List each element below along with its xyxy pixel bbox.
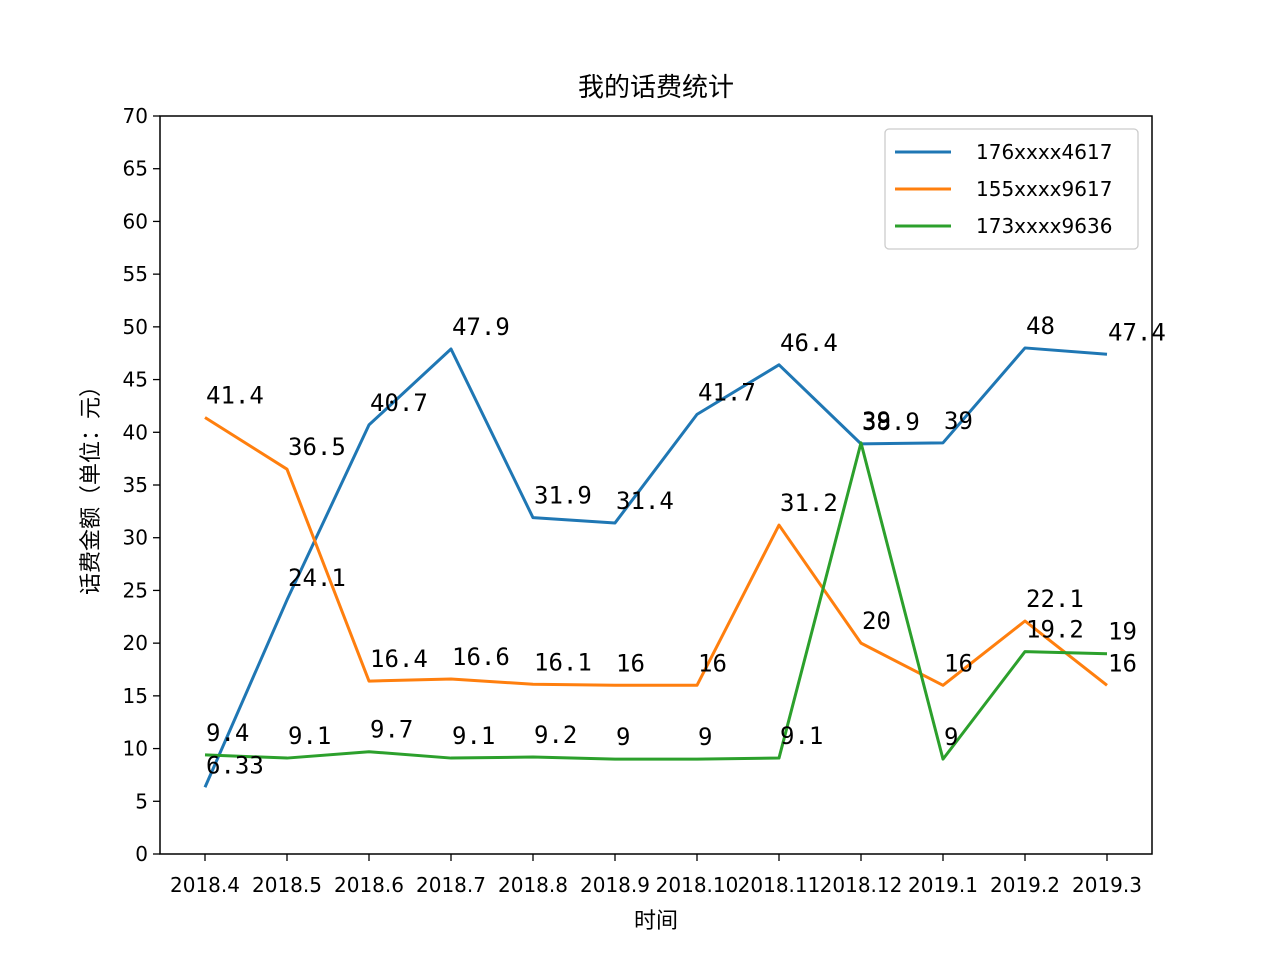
data-label: 36.5 (288, 433, 346, 461)
data-label: 47.9 (452, 313, 510, 341)
series-line-173xxxx9636 (204, 441, 1108, 761)
y-tick-label: 55 (123, 262, 148, 286)
data-label: 19 (1108, 618, 1137, 646)
data-label: 47.4 (1108, 318, 1166, 346)
y-tick-label: 5 (135, 789, 148, 813)
data-label: 16.6 (452, 643, 510, 671)
data-label: 41.4 (206, 382, 264, 410)
data-label: 16 (944, 649, 973, 677)
y-tick-label: 70 (123, 104, 148, 128)
data-label: 6.33 (206, 751, 264, 779)
data-label: 24.1 (288, 564, 346, 592)
chart-title: 我的话费统计 (578, 73, 734, 103)
data-label: 48 (1026, 312, 1055, 340)
y-tick-label: 65 (123, 157, 148, 181)
data-label: 16 (698, 649, 727, 677)
x-tick-label: 2018.5 (252, 873, 322, 897)
data-label: 31.9 (534, 482, 592, 510)
data-label: 16.1 (534, 648, 592, 676)
data-label: 22.1 (1026, 585, 1084, 613)
x-tick-label: 2018.7 (416, 873, 486, 897)
y-tick-label: 30 (123, 526, 148, 550)
x-tick-label: 2019.3 (1072, 873, 1142, 897)
data-label: 9.2 (534, 721, 577, 749)
x-tick-label: 2018.8 (498, 873, 568, 897)
x-tick-label: 2018.6 (334, 873, 404, 897)
legend-label: 176xxxx4617 (976, 140, 1112, 164)
plot-area: 0 5 10 15 20 25 30 35 40 45 50 55 60 65 70 2018.4 2018.5… (123, 104, 1166, 897)
y-tick-label: 20 (123, 631, 148, 655)
data-label: 9.1 (452, 722, 495, 750)
data-label: 9.1 (288, 722, 331, 750)
y-tick-label: 25 (123, 578, 148, 602)
legend: 176xxxx4617 155xxxx9617 173xxxx9636 (884, 128, 1139, 250)
plot-frame (159, 115, 1153, 855)
x-tick-label: 2018.10 (656, 873, 739, 897)
data-label: 31.2 (780, 489, 838, 517)
y-tick-label: 0 (135, 842, 148, 866)
data-label: 9 (698, 723, 712, 751)
x-tick-label: 2019.2 (990, 873, 1060, 897)
legend-label: 155xxxx9617 (976, 177, 1112, 201)
data-label: 38.9 (862, 408, 920, 436)
data-label: 20 (862, 607, 891, 635)
x-tick-label: 2019.1 (908, 873, 978, 897)
legend-label: 173xxxx9636 (976, 214, 1112, 238)
data-label: 9.4 (206, 719, 249, 747)
y-tick-label: 10 (123, 737, 148, 761)
y-tick-label: 45 (123, 368, 148, 392)
y-tick-label: 40 (123, 420, 148, 444)
data-label: 46.4 (780, 329, 838, 357)
data-label: 40.7 (370, 389, 428, 417)
data-label: 9 (616, 723, 630, 751)
data-label: 16 (1108, 649, 1137, 677)
data-label: 39 (862, 407, 891, 435)
data-label: 9.1 (780, 722, 823, 750)
data-label: 16.4 (370, 645, 428, 673)
y-tick-label: 60 (123, 209, 148, 233)
y-tick-label: 50 (123, 315, 148, 339)
data-label: 19.2 (1026, 616, 1084, 644)
y-axis-label: 话费金额（单位：元） (79, 375, 104, 595)
data-label: 41.7 (698, 378, 756, 406)
x-tick-label: 2018.12 (820, 873, 903, 897)
x-tick-label: 2018.4 (170, 873, 240, 897)
data-label: 9.7 (370, 716, 413, 744)
x-tick-label: 2018.9 (580, 873, 650, 897)
data-label: 31.4 (616, 487, 674, 515)
legend-box (884, 128, 1139, 250)
data-label: 9 (944, 723, 958, 751)
x-axis-label: 时间 (634, 909, 678, 934)
x-tick-label: 2018.11 (738, 873, 821, 897)
y-tick-label: 35 (123, 473, 148, 497)
data-label: 16 (616, 649, 645, 677)
y-tick-label: 15 (123, 684, 148, 708)
series-line-155xxxx9617 (204, 416, 1108, 687)
series-line-176xxxx4617 (203, 346, 1108, 788)
data-label: 39 (944, 407, 973, 435)
